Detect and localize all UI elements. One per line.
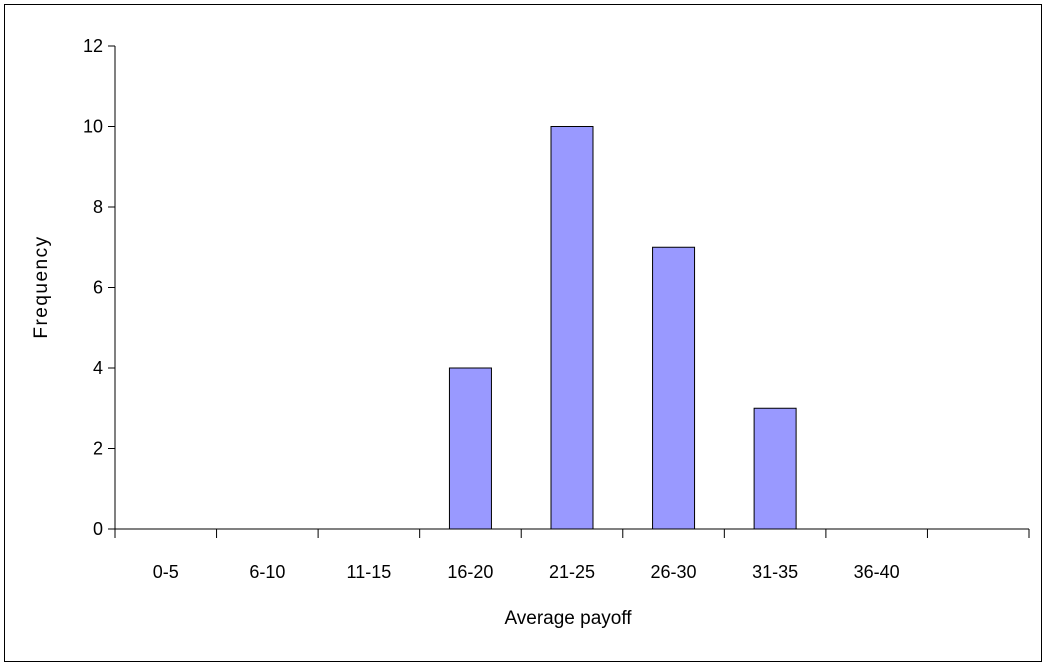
bar: [652, 246, 696, 530]
x-tick-label: 26-30: [651, 562, 697, 582]
y-tick-label: 12: [83, 36, 103, 56]
x-axis-title: Average payoff: [504, 608, 632, 629]
y-tick-label: 4: [93, 358, 103, 378]
y-tick-label: 8: [93, 197, 103, 217]
y-axis-title: Frequency: [31, 235, 52, 338]
plot-area: 0 2 4 6 8 10 12 0-5 6-10 11-15 16-20 21-25 26-30 31-3…: [83, 36, 1030, 582]
x-tick-label: 11-15: [347, 562, 392, 582]
y-tick-label: 2: [93, 439, 103, 459]
x-tick-label: 16-20: [447, 562, 493, 582]
y-tick-label: 6: [93, 278, 103, 298]
bar: [550, 126, 594, 530]
x-tick-label: 36-40: [854, 562, 900, 582]
bar: [448, 367, 492, 530]
y-tick-label: 10: [83, 117, 103, 137]
x-tick-label: 21-25: [549, 562, 595, 582]
y-tick-label: 0: [93, 519, 103, 539]
x-tick-label: 31-35: [752, 562, 798, 582]
bar: [753, 407, 797, 530]
chart-frame: [4, 4, 1042, 662]
x-tick-label: 6-10: [249, 562, 285, 582]
x-tick-label: 0-5: [153, 562, 179, 582]
